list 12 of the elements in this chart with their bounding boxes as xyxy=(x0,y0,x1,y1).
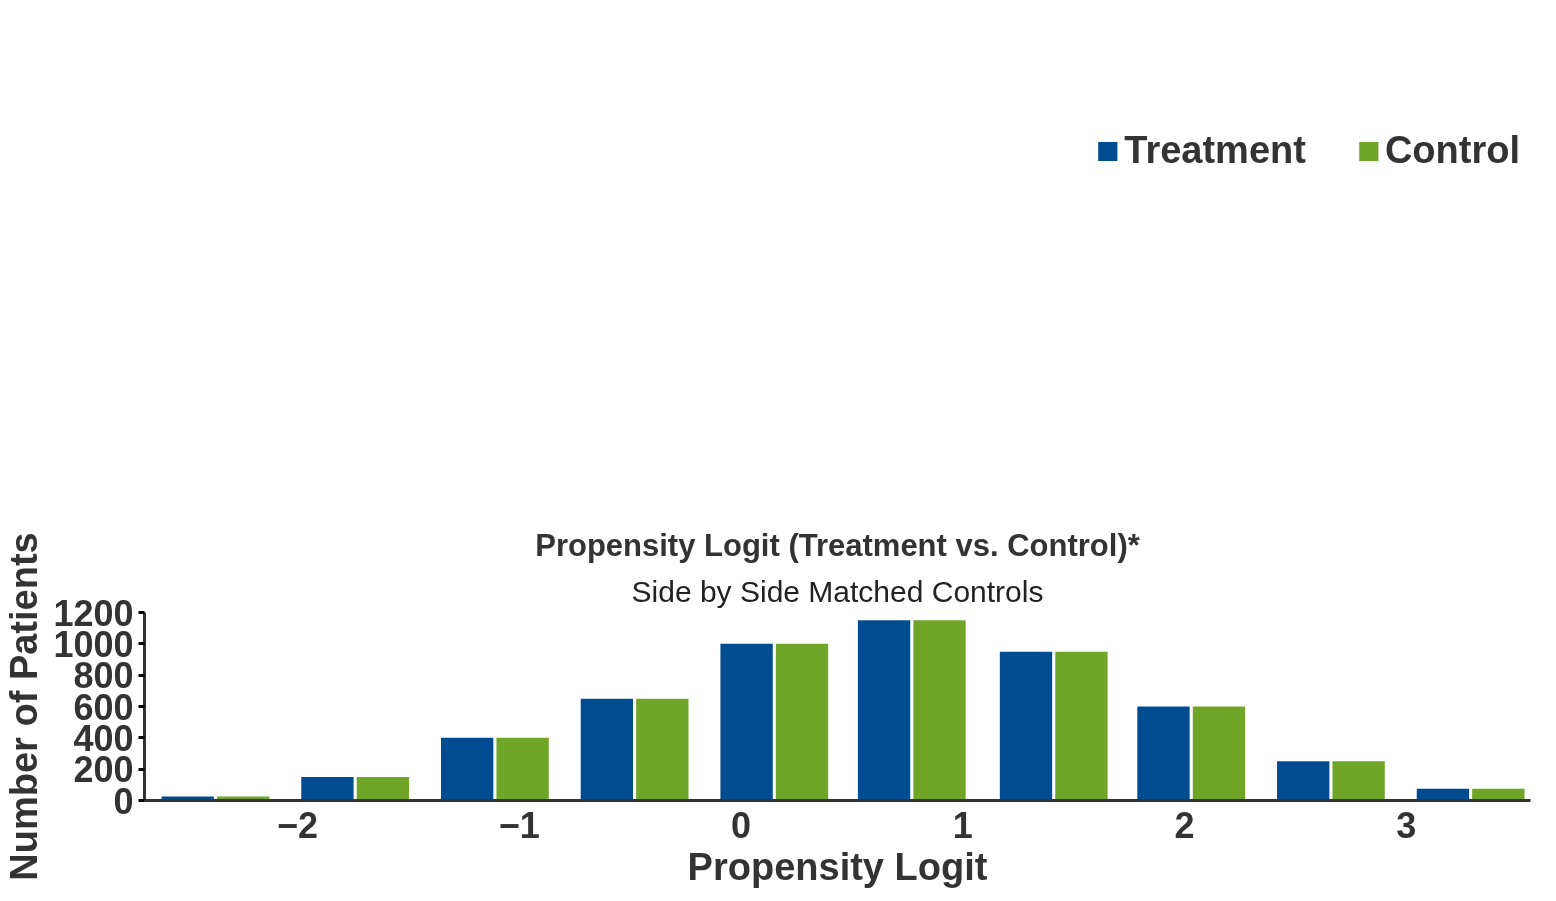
legend-label: Treatment xyxy=(1124,129,1306,173)
legend-label: Control xyxy=(1384,129,1520,173)
x-tick-label: 2 xyxy=(1174,804,1195,846)
x-tick-label: 3 xyxy=(1396,804,1417,846)
x-tick-label: −2 xyxy=(276,804,319,846)
chart-title: Propensity Logit (Treatment vs. Control)* xyxy=(535,527,1141,563)
chart-subtitle: Side by Side Matched Controls xyxy=(631,574,1044,608)
y-axis-title: Number of Patients xyxy=(3,532,46,881)
x-tick-label: −1 xyxy=(498,804,540,846)
x-tick-label: 1 xyxy=(952,804,973,846)
x-axis-title: Propensity Logit xyxy=(687,845,988,888)
x-tick-label: 0 xyxy=(731,804,752,846)
